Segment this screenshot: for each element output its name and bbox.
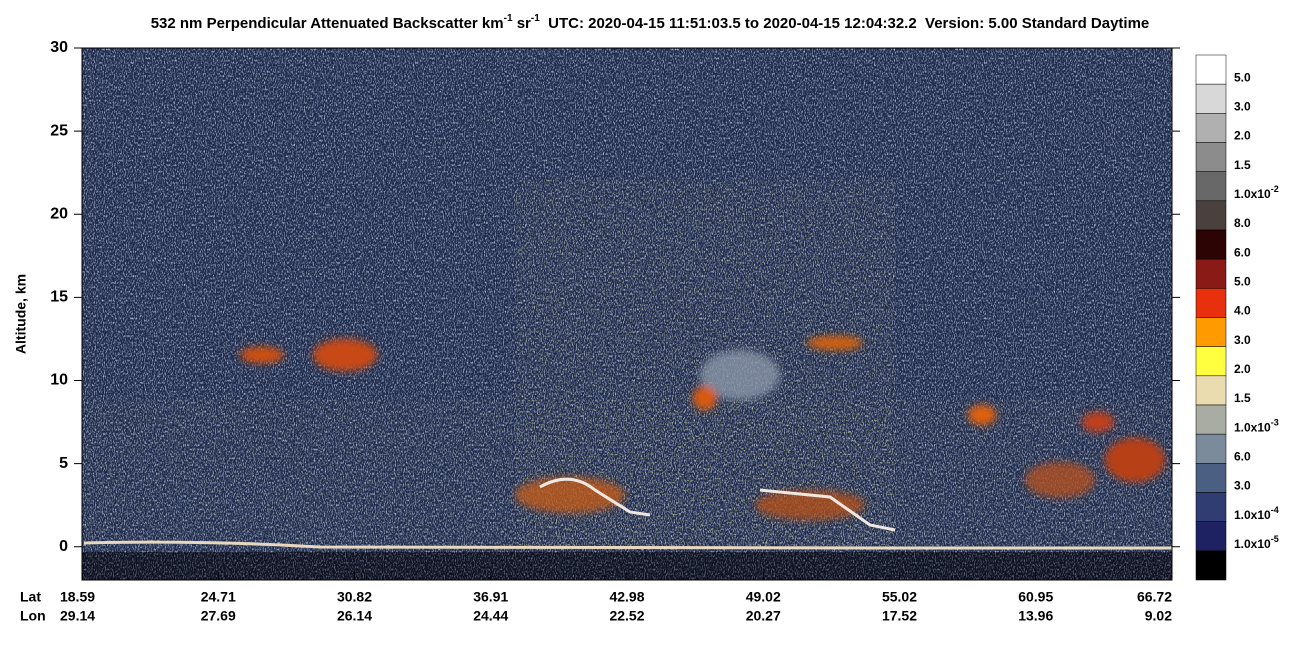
chart-title: 532 nm Perpendicular Attenuated Backscat… (151, 13, 1150, 32)
lon-label: 24.44 (473, 608, 508, 624)
lat-label: 49.02 (746, 589, 781, 605)
colorbar-label: 3.0 (1234, 333, 1251, 347)
colorbar-label: 6.0 (1234, 450, 1251, 464)
colorbar-label: 1.0x10-4 (1234, 505, 1279, 522)
colorbar-label: 3.0 (1234, 100, 1251, 114)
curtain (82, 48, 1172, 580)
colorbar-swatch (1195, 171, 1227, 202)
colorbar-label-sup: -4 (1271, 505, 1279, 515)
colorbar-label-main: 2.0 (1234, 362, 1251, 376)
colorbar-label: 1.0x10-5 (1234, 534, 1279, 551)
colorbar-label-main: 6.0 (1234, 246, 1251, 260)
colorbar-label: 1.0x10-3 (1234, 418, 1279, 435)
lat-label: 55.02 (882, 589, 917, 605)
lat-label: 36.91 (473, 589, 508, 605)
y-tick-label: 0 (59, 538, 68, 555)
colorbar-label-main: 1.0x10 (1234, 537, 1271, 551)
colorbar-swatch (1195, 492, 1227, 522)
lat-label: 24.71 (201, 589, 236, 605)
lon-label: 26.14 (337, 608, 372, 624)
colorbar: 5.03.02.01.51.0x10-28.06.05.04.03.02.01.… (1195, 54, 1279, 581)
colorbar-label-main: 5.0 (1234, 71, 1251, 85)
colorbar-label-main: 6.0 (1234, 450, 1251, 464)
lat-label: 60.95 (1018, 589, 1053, 605)
cloud-top (759, 488, 896, 532)
lat-label: 30.82 (337, 589, 372, 605)
colorbar-label-main: 1.5 (1234, 158, 1251, 172)
colorbar-swatch (1195, 83, 1227, 114)
lon-label: 9.02 (1145, 608, 1172, 624)
colorbar-swatch (1195, 229, 1227, 260)
colorbar-label: 4.0 (1234, 304, 1251, 318)
title-part: sr (513, 15, 532, 32)
colorbar-label-sup: -3 (1271, 418, 1279, 428)
noise (82, 400, 1172, 550)
lon-label: 13.96 (1018, 608, 1053, 624)
colorbar-label-main: 1.0x10 (1234, 421, 1271, 435)
colorbar-swatch (1195, 521, 1227, 552)
colorbar-label-main: 3.0 (1234, 479, 1251, 493)
y-tick-label: 30 (50, 39, 68, 56)
colorbar-label-main: 3.0 (1234, 333, 1251, 347)
y-axis-label: Altitude, km (13, 274, 29, 354)
colorbar-swatch (1195, 433, 1227, 464)
colorbar-label-main: 1.0x10 (1234, 508, 1271, 522)
y-tick-label: 20 (50, 205, 68, 222)
colorbar-swatch (1195, 54, 1227, 85)
colorbar-label: 1.5 (1234, 158, 1251, 172)
colorbar-label: 5.0 (1234, 275, 1251, 289)
colorbar-swatch (1195, 258, 1227, 289)
colorbar-label: 8.0 (1234, 216, 1251, 230)
colorbar-label-main: 5.0 (1234, 275, 1251, 289)
colorbar-label-sup: -2 (1271, 184, 1279, 194)
cloud-top (539, 477, 651, 517)
colorbar-swatch (1195, 550, 1227, 581)
colorbar-label: 6.0 (1234, 246, 1251, 260)
colorbar-label: 1.5 (1234, 391, 1251, 405)
colorbar-swatch (1195, 463, 1227, 493)
title-sup: -1 (504, 13, 513, 24)
colorbar-swatch (1195, 404, 1227, 435)
colorbar-label-main: 3.0 (1234, 100, 1251, 114)
y-tick-label: 5 (59, 455, 68, 472)
colorbar-swatch (1195, 375, 1227, 406)
colorbar-label: 2.0 (1234, 362, 1251, 376)
colorbar-label: 3.0 (1234, 479, 1251, 493)
colorbar-label-main: 2.0 (1234, 129, 1251, 143)
title-part: UTC: 2020-04-15 11:51:03.5 to 2020-04-15… (540, 15, 1149, 32)
lon-label: 27.69 (201, 608, 236, 624)
colorbar-label: 5.0 (1234, 71, 1251, 85)
title-sup: -1 (531, 13, 540, 24)
colorbar-swatch (1195, 200, 1227, 231)
colorbar-swatch (1195, 113, 1227, 143)
colorbar-swatch (1195, 142, 1227, 172)
colorbar-swatch (1195, 346, 1227, 377)
colorbar-label-main: 1.5 (1234, 391, 1251, 405)
lon-label: 29.14 (60, 608, 95, 624)
colorbar-label: 1.0x10-2 (1234, 184, 1279, 201)
clouds (240, 336, 1165, 520)
y-tick-label: 25 (50, 122, 68, 139)
row-label: Lat (20, 589, 41, 605)
y-tick-label: 15 (50, 289, 68, 306)
lat-label: 66.72 (1137, 589, 1172, 605)
y-tick-label: 10 (50, 372, 68, 389)
title-part: 532 nm Perpendicular Attenuated Backscat… (151, 15, 504, 32)
colorbar-label: 2.0 (1234, 129, 1251, 143)
lon-label: 22.52 (609, 608, 644, 624)
lat-label: 18.59 (60, 589, 95, 605)
colorbar-label-main: 8.0 (1234, 216, 1251, 230)
lon-label: 17.52 (882, 608, 917, 624)
colorbar-label-main: 1.0x10 (1234, 187, 1271, 201)
colorbar-swatch (1195, 317, 1227, 347)
row-label: Lon (20, 608, 46, 624)
colorbar-swatch (1195, 288, 1227, 318)
colorbar-label-main: 4.0 (1234, 304, 1251, 318)
lon-label: 20.27 (746, 608, 781, 624)
lat-label: 42.98 (609, 589, 644, 605)
colorbar-label-sup: -5 (1271, 534, 1279, 544)
surface (83, 540, 1172, 550)
